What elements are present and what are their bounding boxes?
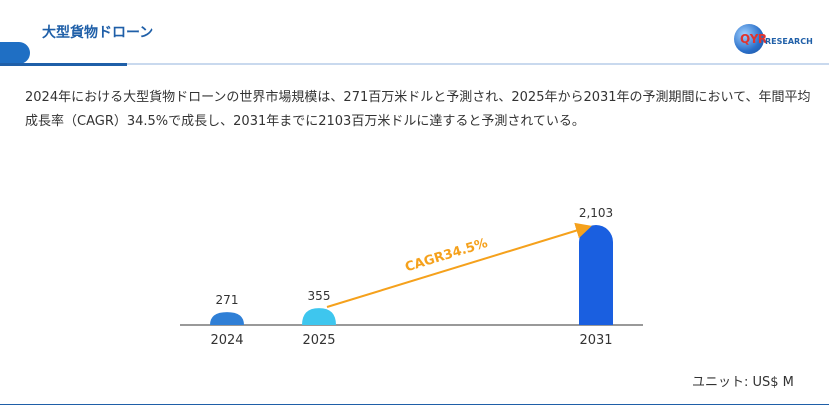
logo-sub-text: RESEARCH: [765, 37, 813, 46]
header-accent-bar: [0, 42, 30, 64]
market-summary-text: 2024年における大型貨物ドローンの世界市場規模は、271百万米ドルと予測され、…: [25, 90, 811, 129]
page-title: 大型貨物ドローン: [42, 25, 154, 41]
value-label-2024: 271: [216, 293, 239, 307]
logo-globe-icon: [734, 24, 764, 54]
value-label-2025: 355: [308, 289, 331, 303]
unit-label: ユニット: US$ M: [692, 375, 794, 390]
category-label-2025: 2025: [302, 333, 335, 348]
logo-main-text: QYR: [740, 32, 767, 46]
bar-2024: [210, 312, 244, 325]
bar-2025: [302, 308, 336, 325]
value-label-2031: 2,103: [579, 206, 613, 220]
cagr-arrow: [326, 222, 592, 308]
footer-divider: [0, 404, 829, 405]
header-divider: [0, 63, 829, 65]
category-label-2024: 2024: [210, 333, 243, 348]
qyr-research-logo: QYR RESEARCH: [734, 24, 814, 60]
bar-2031: [579, 225, 613, 325]
category-label-2031: 2031: [579, 333, 612, 348]
header-divider-highlight: [0, 63, 127, 66]
